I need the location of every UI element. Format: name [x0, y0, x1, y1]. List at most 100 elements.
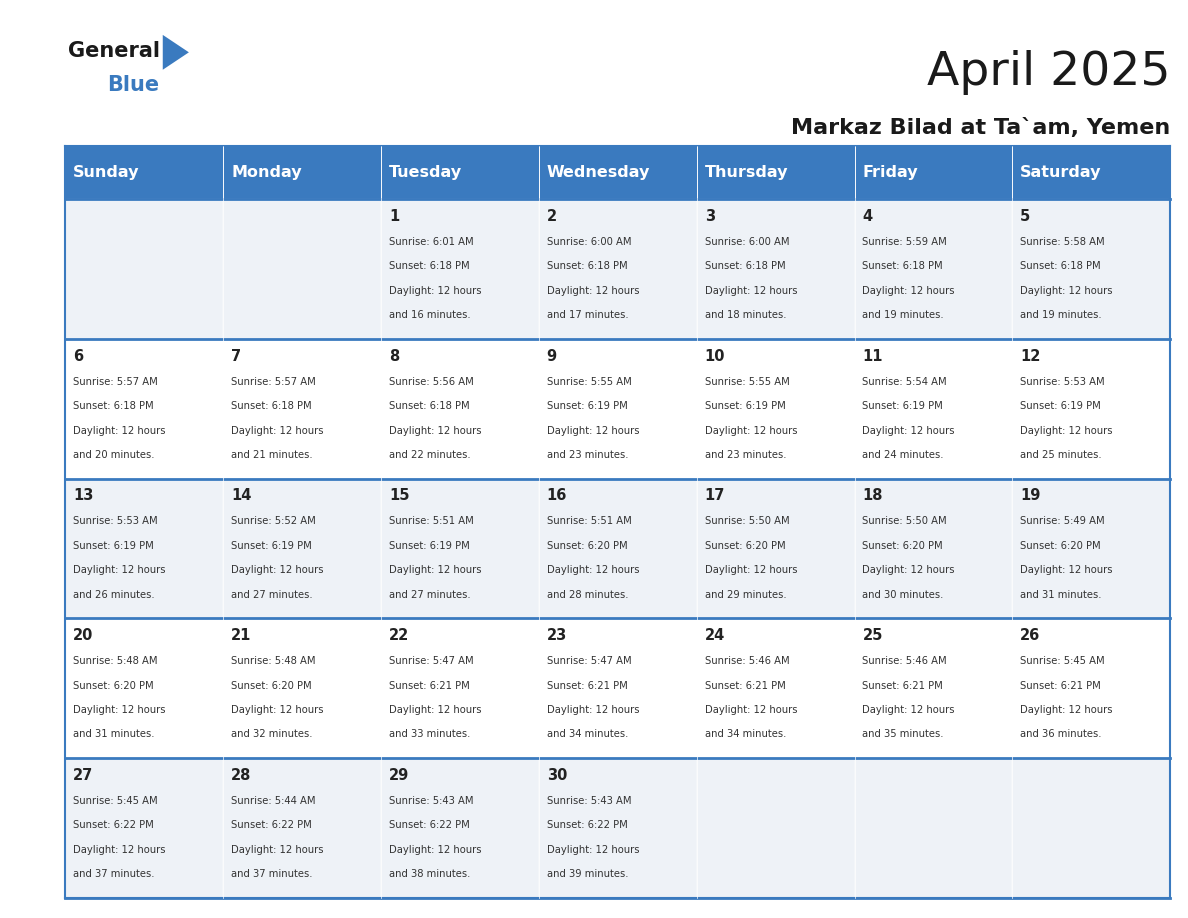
Text: Daylight: 12 hours: Daylight: 12 hours [546, 705, 639, 715]
Text: Tuesday: Tuesday [388, 165, 462, 180]
Text: and 21 minutes.: and 21 minutes. [230, 450, 312, 460]
Text: Sunset: 6:19 PM: Sunset: 6:19 PM [704, 401, 785, 411]
Bar [854, 758, 1012, 898]
Text: Daylight: 12 hours: Daylight: 12 hours [230, 426, 323, 435]
Text: and 25 minutes.: and 25 minutes. [1020, 450, 1101, 460]
Text: Sunrise: 5:50 AM: Sunrise: 5:50 AM [704, 516, 789, 526]
Bar [381, 758, 539, 898]
Bar [223, 478, 381, 619]
Text: 11: 11 [862, 349, 883, 364]
Text: Sunrise: 5:45 AM: Sunrise: 5:45 AM [74, 796, 158, 806]
Bar [65, 478, 223, 619]
Text: April 2025: April 2025 [927, 50, 1170, 95]
Text: and 20 minutes.: and 20 minutes. [74, 450, 154, 460]
Text: Daylight: 12 hours: Daylight: 12 hours [862, 285, 955, 296]
Text: Sunset: 6:22 PM: Sunset: 6:22 PM [546, 821, 627, 830]
Text: Daylight: 12 hours: Daylight: 12 hours [1020, 565, 1113, 576]
Bar [696, 758, 854, 898]
Bar [539, 619, 696, 758]
Text: 26: 26 [1020, 628, 1041, 644]
Text: and 17 minutes.: and 17 minutes. [546, 310, 628, 320]
Text: and 16 minutes.: and 16 minutes. [388, 310, 470, 320]
Text: and 37 minutes.: and 37 minutes. [230, 869, 312, 879]
Bar [65, 339, 223, 478]
Text: Sunrise: 6:00 AM: Sunrise: 6:00 AM [704, 237, 789, 247]
Text: Sunset: 6:18 PM: Sunset: 6:18 PM [230, 401, 311, 411]
Text: Sunset: 6:18 PM: Sunset: 6:18 PM [862, 262, 943, 272]
Text: and 31 minutes.: and 31 minutes. [1020, 589, 1101, 599]
Text: 24: 24 [704, 628, 725, 644]
Text: and 27 minutes.: and 27 minutes. [388, 589, 470, 599]
Text: 18: 18 [862, 488, 883, 503]
Text: and 39 minutes.: and 39 minutes. [546, 869, 628, 879]
Text: Daylight: 12 hours: Daylight: 12 hours [546, 845, 639, 855]
Text: 10: 10 [704, 349, 725, 364]
Text: Sunrise: 5:47 AM: Sunrise: 5:47 AM [388, 656, 474, 666]
Bar [854, 619, 1012, 758]
Text: Daylight: 12 hours: Daylight: 12 hours [388, 565, 481, 576]
Text: Daylight: 12 hours: Daylight: 12 hours [704, 426, 797, 435]
Text: Sunset: 6:22 PM: Sunset: 6:22 PM [230, 821, 311, 830]
Text: 25: 25 [862, 628, 883, 644]
Text: Sunrise: 5:46 AM: Sunrise: 5:46 AM [704, 656, 789, 666]
Text: 12: 12 [1020, 349, 1041, 364]
Bar [1012, 199, 1170, 339]
Text: and 27 minutes.: and 27 minutes. [230, 589, 312, 599]
Bar [854, 478, 1012, 619]
Text: and 19 minutes.: and 19 minutes. [862, 310, 944, 320]
Text: Sunset: 6:21 PM: Sunset: 6:21 PM [704, 680, 785, 690]
Text: Sunrise: 5:43 AM: Sunrise: 5:43 AM [546, 796, 631, 806]
Text: General: General [68, 41, 159, 62]
Text: Sunrise: 5:57 AM: Sunrise: 5:57 AM [230, 376, 316, 386]
Text: 16: 16 [546, 488, 567, 503]
Bar [696, 478, 854, 619]
Text: 2: 2 [546, 209, 557, 224]
Text: Daylight: 12 hours: Daylight: 12 hours [74, 845, 166, 855]
Text: Sunrise: 5:51 AM: Sunrise: 5:51 AM [388, 516, 474, 526]
Text: Daylight: 12 hours: Daylight: 12 hours [1020, 705, 1113, 715]
Bar [223, 199, 381, 339]
Text: Sunset: 6:19 PM: Sunset: 6:19 PM [1020, 401, 1101, 411]
Text: Sunset: 6:21 PM: Sunset: 6:21 PM [546, 680, 627, 690]
Text: Sunrise: 5:54 AM: Sunrise: 5:54 AM [862, 376, 947, 386]
Text: Sunrise: 6:00 AM: Sunrise: 6:00 AM [546, 237, 631, 247]
Text: and 28 minutes.: and 28 minutes. [546, 589, 628, 599]
Text: 3: 3 [704, 209, 715, 224]
Text: Sunset: 6:20 PM: Sunset: 6:20 PM [230, 680, 311, 690]
Bar [854, 199, 1012, 339]
Bar [1012, 146, 1170, 199]
Text: Daylight: 12 hours: Daylight: 12 hours [388, 426, 481, 435]
Bar [65, 199, 223, 339]
Text: and 36 minutes.: and 36 minutes. [1020, 730, 1101, 739]
Text: Sunrise: 5:47 AM: Sunrise: 5:47 AM [546, 656, 631, 666]
Text: 8: 8 [388, 349, 399, 364]
Text: and 34 minutes.: and 34 minutes. [704, 730, 786, 739]
Text: Sunrise: 5:55 AM: Sunrise: 5:55 AM [546, 376, 632, 386]
Bar [381, 619, 539, 758]
Text: 27: 27 [74, 767, 94, 783]
Text: Sunrise: 5:46 AM: Sunrise: 5:46 AM [862, 656, 947, 666]
Text: Daylight: 12 hours: Daylight: 12 hours [388, 845, 481, 855]
Text: Daylight: 12 hours: Daylight: 12 hours [388, 705, 481, 715]
Text: Sunset: 6:21 PM: Sunset: 6:21 PM [1020, 680, 1101, 690]
Text: and 29 minutes.: and 29 minutes. [704, 589, 786, 599]
Bar [65, 146, 223, 199]
Text: 9: 9 [546, 349, 557, 364]
Text: Sunrise: 5:55 AM: Sunrise: 5:55 AM [704, 376, 789, 386]
Text: 4: 4 [862, 209, 872, 224]
Bar [381, 339, 539, 478]
Text: 5: 5 [1020, 209, 1030, 224]
Bar [696, 339, 854, 478]
Text: Daylight: 12 hours: Daylight: 12 hours [74, 426, 166, 435]
Text: and 23 minutes.: and 23 minutes. [704, 450, 786, 460]
Text: Daylight: 12 hours: Daylight: 12 hours [388, 285, 481, 296]
Text: Daylight: 12 hours: Daylight: 12 hours [862, 426, 955, 435]
Bar [65, 758, 223, 898]
Text: Daylight: 12 hours: Daylight: 12 hours [546, 565, 639, 576]
Text: Sunset: 6:18 PM: Sunset: 6:18 PM [388, 262, 469, 272]
Text: and 23 minutes.: and 23 minutes. [546, 450, 628, 460]
Text: Daylight: 12 hours: Daylight: 12 hours [230, 565, 323, 576]
Text: Sunset: 6:19 PM: Sunset: 6:19 PM [388, 541, 469, 551]
Bar [854, 339, 1012, 478]
Bar [223, 146, 381, 199]
